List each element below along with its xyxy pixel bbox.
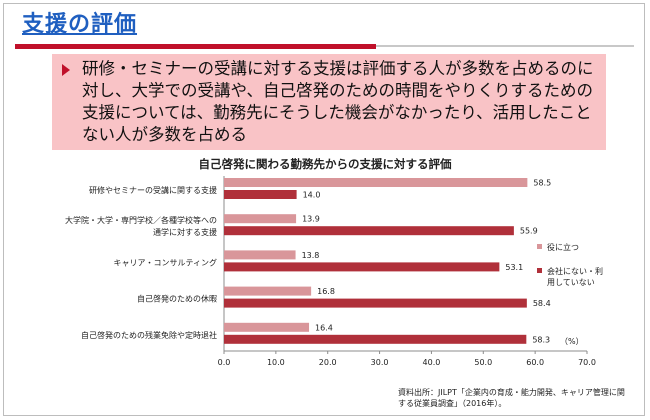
legend-swatch bbox=[537, 268, 542, 273]
bar bbox=[224, 298, 527, 308]
data-label: 58.4 bbox=[533, 299, 551, 308]
data-label: 13.8 bbox=[302, 251, 320, 260]
x-tick-label: 70.0 bbox=[578, 358, 596, 367]
page-title: 支援の評価 bbox=[22, 12, 138, 37]
legend-label: 用していない bbox=[547, 278, 595, 287]
data-label: 55.9 bbox=[520, 227, 538, 236]
bar bbox=[224, 322, 310, 332]
bar bbox=[224, 286, 312, 296]
data-label: 16.8 bbox=[317, 287, 335, 296]
bar bbox=[224, 262, 500, 272]
category-label: 研修やセミナーの受講に関する支援 bbox=[89, 185, 217, 195]
legend-swatch bbox=[537, 244, 542, 249]
x-tick-label: 60.0 bbox=[526, 358, 544, 367]
source-note: 資料出所：JILPT「企業内の育成・能力開発、キャリア管理に関する従業員調査」（… bbox=[398, 388, 625, 408]
data-label: 53.1 bbox=[505, 263, 523, 272]
legend-label: 役に立つ bbox=[547, 242, 579, 252]
bar bbox=[224, 190, 297, 199]
x-tick-label: 30.0 bbox=[371, 358, 389, 367]
data-label: 16.4 bbox=[315, 323, 333, 332]
category-label: キャリア・コンサルティング bbox=[113, 257, 217, 267]
x-tick-label: 10.0 bbox=[267, 358, 285, 367]
x-tick-label: 0.0 bbox=[218, 358, 231, 367]
category-label: 自己啓発のための休暇 bbox=[137, 294, 217, 304]
data-label: 58.5 bbox=[533, 179, 551, 188]
bar bbox=[224, 226, 514, 236]
data-label: 58.3 bbox=[532, 335, 550, 344]
x-tick-label: 40.0 bbox=[423, 358, 441, 367]
bullet-arrow-icon bbox=[62, 64, 70, 76]
x-tick-label: 20.0 bbox=[319, 358, 337, 367]
category-label: 自己啓発のための残業免除や定時退社 bbox=[81, 330, 217, 340]
data-label: 14.0 bbox=[303, 191, 321, 200]
title-rule-red bbox=[15, 44, 376, 49]
bar bbox=[224, 178, 528, 187]
category-label: 通学に対する支援 bbox=[153, 227, 217, 237]
title-rule-gray bbox=[376, 45, 634, 47]
summary-callout bbox=[52, 54, 606, 150]
chart-title: 自己啓発に関わる勤務先からの支援に対する評価 bbox=[198, 157, 452, 171]
bar bbox=[224, 214, 297, 224]
legend-label: 会社にない・利 bbox=[547, 266, 603, 276]
bar bbox=[224, 334, 527, 344]
data-label: 13.9 bbox=[302, 215, 320, 224]
bar bbox=[224, 250, 296, 260]
summary-text: 研修・セミナーの受講に対する支援は評価する人が多数を占めるのに対し、大学での受講… bbox=[82, 59, 594, 144]
category-label: 大学院・大学・専門学校／各種学校等への bbox=[65, 215, 217, 225]
slide-frame bbox=[3, 3, 645, 416]
unit-label: （%） bbox=[560, 337, 584, 346]
x-tick-label: 50.0 bbox=[474, 358, 492, 367]
